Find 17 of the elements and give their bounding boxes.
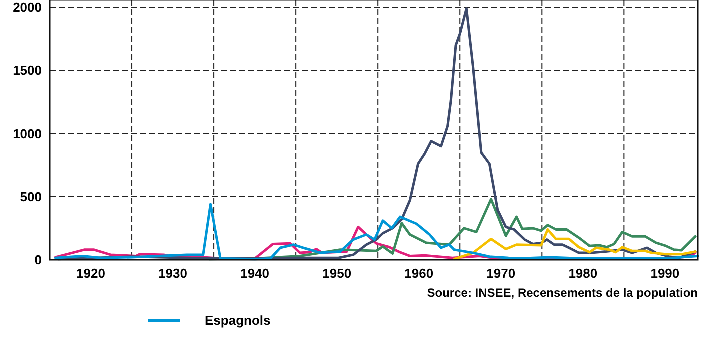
y-tick-label: 2000 <box>13 0 42 16</box>
y-tick-label: 0 <box>34 252 42 268</box>
x-tick-label: 1940 <box>240 266 270 281</box>
x-tick-label: 1930 <box>158 266 188 281</box>
line-series <box>54 203 700 261</box>
y-tick-label: 1500 <box>13 63 42 78</box>
legend-label: Espagnols <box>205 313 271 328</box>
line-series <box>453 228 697 261</box>
x-tick-label: 1950 <box>322 266 352 281</box>
source-note: Source: INSEE, Recensements de la population <box>427 286 698 300</box>
x-tick-label: 1920 <box>76 266 106 281</box>
x-tick-label: 1960 <box>404 266 434 281</box>
y-tick-label: 500 <box>20 189 42 204</box>
x-tick-label: 1990 <box>650 266 680 281</box>
x-tick-label: 1980 <box>568 266 598 281</box>
y-tick-label: 1000 <box>13 126 42 142</box>
x-tick-label: 1970 <box>486 266 516 281</box>
